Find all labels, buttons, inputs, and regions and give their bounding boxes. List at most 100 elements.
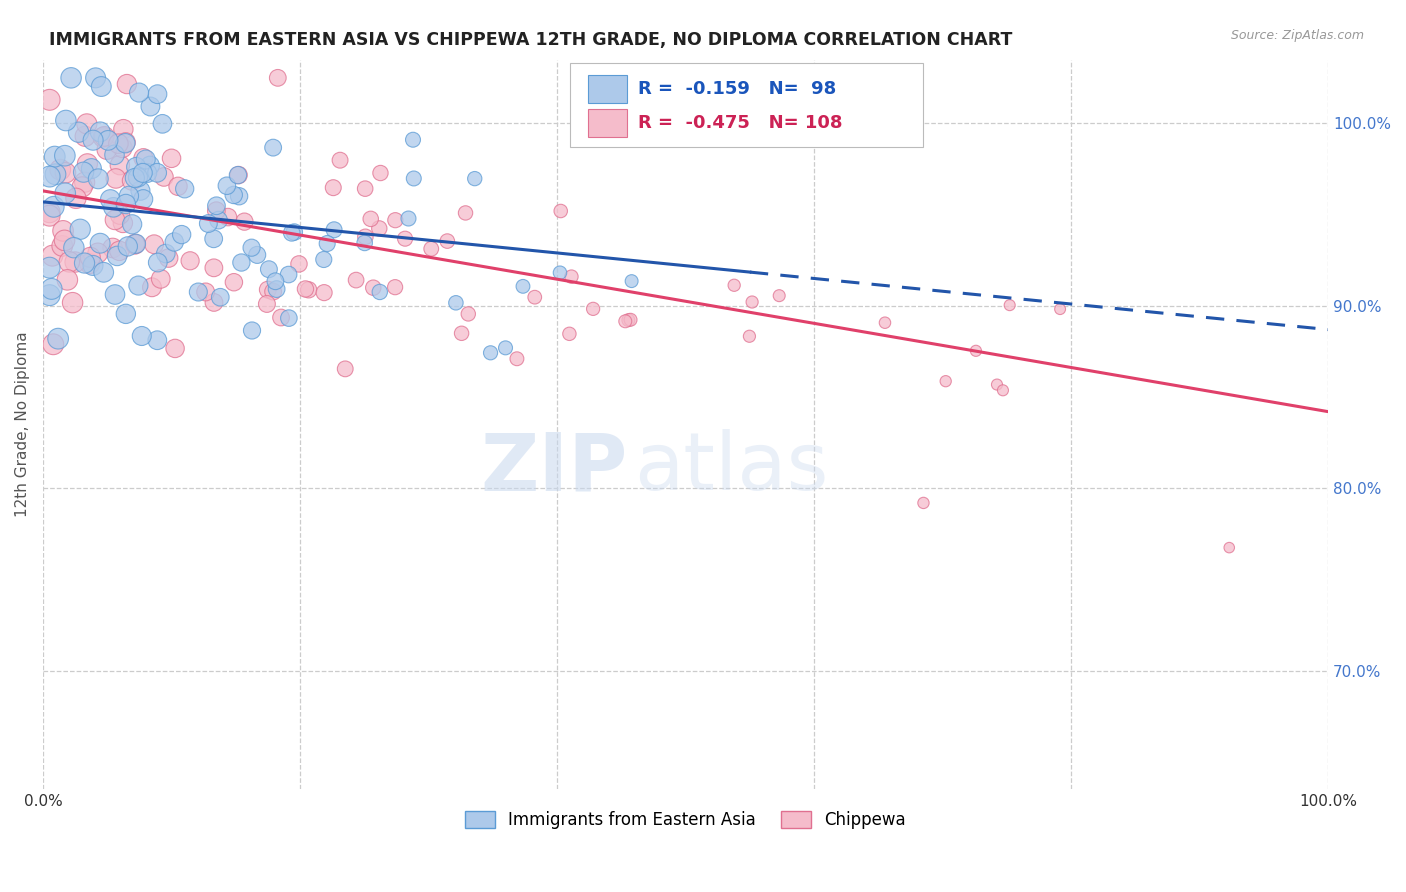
Point <box>262 141 284 155</box>
Point <box>394 232 416 246</box>
Point <box>257 262 280 277</box>
Point <box>436 234 458 248</box>
Point <box>149 272 172 286</box>
Point <box>69 222 91 236</box>
Point <box>51 239 73 253</box>
Point <box>402 133 425 147</box>
Point <box>165 342 187 356</box>
Point <box>117 239 139 253</box>
Point <box>127 278 149 293</box>
Point <box>139 159 162 173</box>
Point <box>550 204 572 219</box>
Point <box>62 295 84 310</box>
Point <box>173 182 195 196</box>
Point <box>108 244 131 258</box>
Point <box>60 70 83 85</box>
Text: atlas: atlas <box>634 429 828 508</box>
Point <box>49 162 72 177</box>
Point <box>506 351 529 366</box>
Point <box>444 295 467 310</box>
Point <box>768 288 790 302</box>
Text: IMMIGRANTS FROM EASTERN ASIA VS CHIPPEWA 12TH GRADE, NO DIPLOMA CORRELATION CHAR: IMMIGRANTS FROM EASTERN ASIA VS CHIPPEWA… <box>49 31 1012 49</box>
Point <box>55 113 77 128</box>
Point <box>41 249 63 263</box>
Point <box>314 285 336 300</box>
Point <box>316 236 339 251</box>
Point <box>108 158 131 172</box>
Point <box>63 255 86 269</box>
Point <box>370 166 392 180</box>
Point <box>93 129 115 144</box>
Point <box>454 206 477 220</box>
Point <box>53 149 76 163</box>
Point <box>986 377 1008 392</box>
Point <box>935 374 957 388</box>
Point <box>115 307 138 321</box>
Point <box>118 189 141 203</box>
Point <box>146 87 169 102</box>
Point <box>512 279 534 293</box>
Point <box>205 199 228 213</box>
Point <box>141 280 163 294</box>
Point <box>187 285 209 299</box>
Text: R =  -0.159   N=  98: R = -0.159 N= 98 <box>638 79 837 98</box>
Point <box>170 227 193 242</box>
Point <box>353 235 375 250</box>
Point <box>76 117 98 131</box>
Point <box>90 79 112 94</box>
Point <box>619 312 641 326</box>
Point <box>111 141 134 155</box>
Point <box>222 188 245 202</box>
Point <box>79 256 101 270</box>
Point <box>202 295 225 310</box>
Point <box>82 259 104 273</box>
Point <box>80 161 103 176</box>
Point <box>167 179 190 194</box>
Point <box>104 287 127 301</box>
Point <box>125 236 148 251</box>
Point <box>79 251 101 265</box>
Point <box>89 125 111 139</box>
Point <box>75 129 97 144</box>
Point <box>115 77 138 91</box>
Point <box>146 333 169 347</box>
Point <box>240 324 263 338</box>
Point <box>53 186 76 201</box>
Point <box>457 307 479 321</box>
Point <box>127 170 149 185</box>
Point <box>136 166 159 180</box>
Point <box>114 197 136 211</box>
Point <box>124 237 146 252</box>
Point <box>283 225 305 239</box>
Point <box>280 226 302 240</box>
Point <box>965 343 987 358</box>
Point <box>38 288 60 302</box>
Point <box>73 175 96 189</box>
Point <box>741 295 763 310</box>
Point <box>131 329 153 343</box>
Point <box>124 171 146 186</box>
Point <box>1218 541 1240 555</box>
Point <box>58 255 80 269</box>
Point <box>322 180 344 194</box>
Point <box>294 282 316 296</box>
Point <box>873 316 896 330</box>
Point <box>63 241 86 255</box>
FancyBboxPatch shape <box>569 63 924 147</box>
Point <box>38 209 60 223</box>
Point <box>76 157 98 171</box>
Point <box>202 232 225 246</box>
Point <box>146 166 169 180</box>
Point <box>256 297 278 311</box>
Point <box>231 255 253 269</box>
Point <box>354 229 377 244</box>
Point <box>114 136 136 151</box>
Point <box>104 213 127 227</box>
Point <box>368 221 391 235</box>
Point <box>56 273 79 287</box>
Point <box>87 246 110 260</box>
Point <box>233 214 256 228</box>
Point <box>52 224 75 238</box>
Point <box>205 203 228 218</box>
Point <box>101 241 124 255</box>
